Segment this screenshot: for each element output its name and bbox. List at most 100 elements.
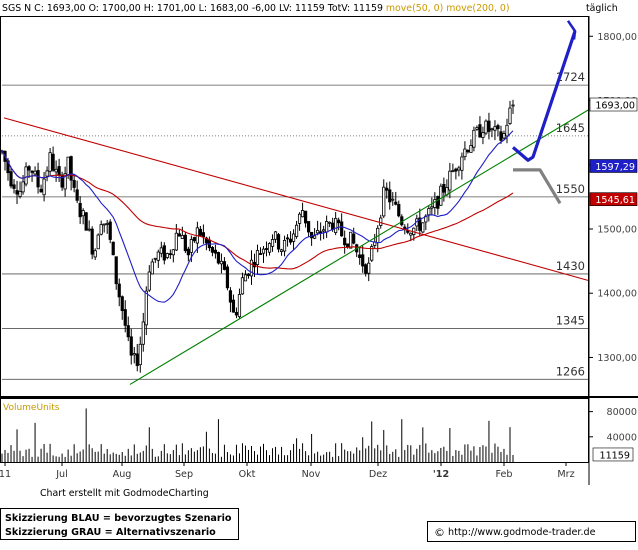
y-tick-label: 1800,00 [597, 32, 637, 43]
candle-body [123, 309, 127, 326]
candle-body [391, 198, 395, 201]
candle-body [463, 148, 467, 158]
candle-body [213, 249, 218, 254]
candle-body [267, 243, 272, 253]
candle-body [15, 190, 19, 195]
candle-body [279, 249, 284, 252]
candle-body [162, 245, 166, 261]
x-tick-label: Aug [113, 469, 132, 480]
candle-body [487, 120, 491, 132]
candle-body [493, 126, 497, 131]
copyright-icon: © [434, 526, 445, 539]
x-tick-label: Dez [369, 469, 387, 480]
y-tick-label: 1300,00 [597, 353, 637, 364]
candle-body [96, 234, 100, 250]
candle-body [511, 104, 515, 107]
candle-body [367, 262, 371, 274]
candle-body [379, 217, 383, 226]
candle-body [261, 248, 266, 254]
candle-body [48, 152, 52, 172]
candle-body [147, 271, 151, 291]
candle-body [358, 254, 362, 259]
candle-body [352, 233, 356, 244]
candle-body [370, 246, 374, 261]
candle-body [361, 254, 365, 267]
volume-panel-label: VolumeUnits [3, 403, 60, 413]
candle-body [174, 232, 178, 251]
x-tick-label: Sep [175, 469, 193, 480]
candle-body [45, 170, 49, 177]
candle-body [316, 230, 320, 234]
candle-body [156, 251, 160, 261]
candle-body [325, 221, 329, 233]
legend-box [0, 508, 239, 540]
candle-body [457, 167, 461, 171]
candle-body [237, 294, 242, 318]
candle-body [72, 180, 76, 188]
price-tag-close: 1693,00 [595, 101, 635, 112]
candle-body [93, 250, 97, 258]
candle-body [508, 107, 512, 124]
candle-body [481, 132, 485, 138]
candles [0, 99, 515, 373]
level-label-1345: 1345 [556, 314, 585, 328]
candle-body [285, 237, 290, 240]
candle-body [54, 168, 58, 173]
candle-body [282, 239, 287, 252]
candle-body [21, 181, 25, 193]
candle-body [78, 202, 82, 218]
candle-body [129, 336, 133, 356]
candle-body [42, 178, 46, 196]
candle-body [313, 235, 317, 239]
candle-body [201, 232, 205, 238]
header-interval: täglich [586, 3, 618, 14]
candle-body [276, 234, 281, 250]
candle-body [346, 243, 350, 248]
candle-body [364, 264, 368, 274]
y-tick-label: 1500,00 [597, 224, 637, 235]
candle-body [66, 156, 70, 176]
candle-body [430, 206, 434, 209]
candle-body [192, 237, 196, 242]
candle-body [189, 239, 193, 253]
x-tick-label: 11 [0, 469, 11, 480]
candle-body [27, 166, 31, 171]
candle-body [24, 166, 28, 185]
candle-body [234, 312, 239, 316]
candle-body [469, 145, 473, 153]
candle-body [466, 150, 470, 153]
candle-body [141, 321, 145, 345]
candle-body [472, 129, 476, 148]
volume-tick-label: 80000 [606, 407, 637, 418]
candle-body [33, 170, 37, 175]
candle-body [165, 253, 169, 258]
candle-body [135, 353, 139, 367]
scenario-blue-arrowhead [566, 20, 577, 40]
level-lines: 1724 1645 1550 1430 1345 1266 [2, 70, 588, 380]
candle-body [12, 184, 16, 189]
candle-body [144, 290, 148, 326]
resistance-trendline-red [3, 117, 589, 281]
candle-body [409, 232, 413, 236]
candle-body [180, 235, 184, 239]
candle-body [451, 170, 455, 172]
candle-body [249, 259, 254, 277]
candle-body [421, 222, 425, 233]
candle-body [303, 210, 308, 224]
candle-body [231, 299, 236, 313]
candle-body [183, 234, 187, 252]
x-tick-label: Okt [239, 469, 256, 480]
candle-body [219, 260, 224, 265]
candle-body [186, 248, 190, 256]
candle-body [210, 246, 215, 253]
level-label-1724: 1724 [556, 70, 585, 84]
candle-body [442, 183, 446, 193]
candle-body [291, 233, 296, 242]
url-box[interactable] [427, 521, 636, 542]
candle-body [418, 217, 422, 231]
website-url[interactable]: http://www.godmode-trader.de [448, 527, 596, 538]
candle-body [84, 212, 88, 231]
candle-body [331, 222, 335, 230]
candle-body [36, 170, 40, 188]
price-panel-frame [0, 16, 589, 397]
